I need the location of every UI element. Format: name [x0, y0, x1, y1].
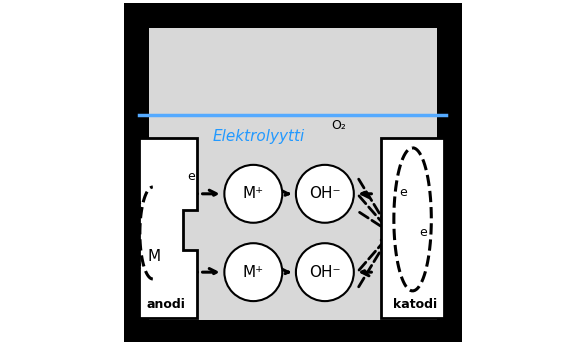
- Text: M⁺: M⁺: [243, 186, 264, 201]
- Text: e: e: [133, 197, 141, 210]
- Text: OH⁻: OH⁻: [309, 265, 340, 280]
- Text: Elektrolyytti: Elektrolyytti: [212, 129, 305, 144]
- Bar: [381, 137, 444, 318]
- Circle shape: [225, 165, 283, 223]
- Text: OH⁻: OH⁻: [309, 186, 340, 201]
- Circle shape: [296, 243, 354, 301]
- Text: O₂: O₂: [332, 119, 346, 132]
- Text: e: e: [133, 259, 141, 272]
- Circle shape: [225, 243, 283, 301]
- Text: M: M: [147, 249, 161, 264]
- Text: anodi: anodi: [146, 298, 185, 311]
- Text: M⁺: M⁺: [243, 265, 264, 280]
- Text: e: e: [399, 185, 407, 198]
- Text: e: e: [187, 170, 195, 183]
- Circle shape: [296, 165, 354, 223]
- Text: katodi: katodi: [393, 298, 438, 311]
- Text: e: e: [287, 0, 298, 18]
- Polygon shape: [139, 137, 197, 318]
- Text: e: e: [419, 226, 427, 239]
